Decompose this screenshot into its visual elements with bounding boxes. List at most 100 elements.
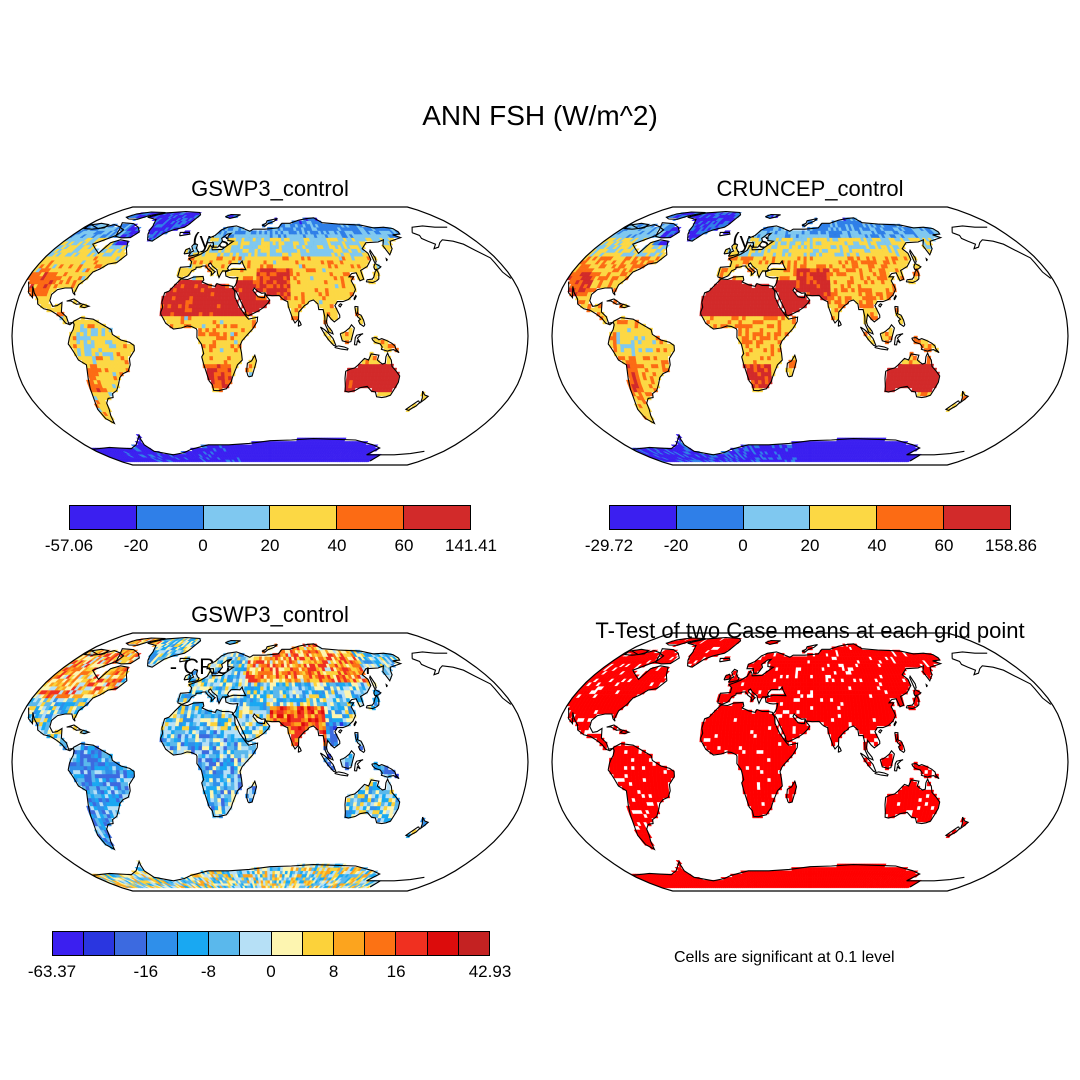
map-grid-cell (802, 279, 807, 285)
map-grid-cell (260, 244, 265, 249)
map-grid-cell (749, 355, 754, 361)
map-grid-cell (774, 307, 779, 313)
map-grid-cell (802, 453, 806, 458)
coastline-kamchatka_isl (385, 257, 388, 262)
map-grid-cell (861, 291, 867, 297)
map-grid-cell (269, 441, 273, 446)
map-grid-cell (854, 291, 860, 297)
map-grid-cell (274, 451, 278, 455)
map-grid-cell (846, 275, 851, 281)
map-grid-cell (285, 260, 290, 265)
map-grid-cell (851, 291, 856, 297)
map-grid-cell (785, 295, 790, 301)
map-grid-cell (713, 319, 718, 325)
map-grid-cell (764, 287, 769, 293)
map-grid-cell (198, 335, 203, 341)
map-grid-cell (634, 331, 639, 337)
map-grid-cell (290, 303, 295, 309)
map-grid-cell (304, 287, 309, 293)
map-grid-cell (286, 275, 291, 281)
map-grid-cell (627, 327, 632, 333)
map-grid-cell (286, 279, 291, 285)
map-grid-cell (748, 343, 754, 349)
map-grid-cell (250, 256, 255, 261)
map-grid-cell (254, 248, 259, 253)
map-grid-cell (267, 447, 271, 452)
map-grid-cell (233, 331, 239, 337)
map-grid-cell (816, 279, 821, 285)
map-grid-cell (184, 319, 189, 325)
map-grid-cell (713, 315, 718, 321)
map-grid-cell (851, 287, 856, 293)
map-grid-cell (297, 303, 303, 309)
map-grid-cell (260, 256, 265, 261)
map-grid-cell (721, 299, 727, 305)
map-grid-cell (276, 275, 281, 281)
map-grid-cell (627, 339, 632, 345)
map-grid-cell (257, 248, 262, 253)
map-grid-cell (244, 319, 249, 325)
map-grid-cell (802, 299, 807, 305)
map-grid-cell (216, 299, 222, 305)
map-grid-cell (864, 287, 870, 293)
map-grid-cell (176, 323, 181, 329)
figure-title: ANN FSH (W/m^2) (422, 100, 658, 131)
map-grid-cell (752, 311, 758, 317)
map-grid-cell (205, 327, 210, 333)
map-grid-cell (840, 287, 845, 293)
map-grid-cell (237, 335, 242, 341)
map-grid-cell (738, 311, 743, 317)
map-grid-cell (725, 299, 730, 305)
map-grid-cell (720, 319, 725, 325)
map-grid-cell (767, 359, 772, 365)
map-grid-cell (166, 311, 171, 317)
map-grid-cell (753, 291, 759, 297)
map-grid-cell (272, 230, 276, 235)
map-grid-cell (202, 311, 207, 317)
map-grid-cell (882, 295, 888, 301)
map-grid-cell (620, 343, 625, 349)
map-grid-cell (219, 315, 225, 321)
map-grid-cell (648, 335, 653, 341)
map-grid-cell (809, 453, 813, 458)
map-grid-cell (745, 327, 750, 333)
map-grid-cell (123, 343, 128, 349)
map-grid-cell (897, 367, 902, 373)
map-grid-cell (774, 359, 779, 365)
map-grid-cell (830, 299, 835, 305)
map-grid-cell (781, 323, 786, 329)
map-grid-cell (209, 303, 214, 309)
map-grid-cell (781, 331, 786, 337)
map-grid-cell (747, 287, 752, 293)
map-grid-cell (269, 252, 274, 257)
map-grid-cell (267, 230, 271, 235)
map-grid-cell (720, 315, 725, 321)
map-grid-cell (275, 244, 280, 249)
map-grid-cell (233, 339, 239, 345)
map-grid-cell (214, 379, 219, 385)
map-grid-cell (166, 315, 171, 321)
map-grid-cell (768, 287, 773, 293)
map-grid-cell (72, 339, 78, 345)
map-grid-cell (91, 347, 96, 353)
map-grid-cell (249, 279, 254, 285)
map-grid-cell (713, 307, 719, 313)
map-grid-cell (357, 367, 362, 373)
map-grid-cell (346, 371, 351, 377)
map-grid-cell (282, 267, 287, 273)
map-grid-cell (847, 291, 853, 297)
map-grid-cell (94, 339, 99, 345)
map-grid-cell (855, 295, 860, 301)
map-grid-cell (174, 299, 180, 305)
map-grid-cell (266, 263, 271, 269)
map-grid-cell (80, 323, 85, 329)
map-grid-cell (302, 271, 307, 277)
map-grid-cell (262, 299, 267, 305)
map-grid-cell (275, 241, 280, 246)
map-grid-cell (789, 283, 794, 289)
map-grid-cell (792, 303, 797, 309)
map-grid-cell (893, 367, 899, 373)
map-grid-cell (237, 315, 242, 321)
map-grid-cell (79, 331, 85, 337)
map-grid-cell (813, 275, 818, 281)
